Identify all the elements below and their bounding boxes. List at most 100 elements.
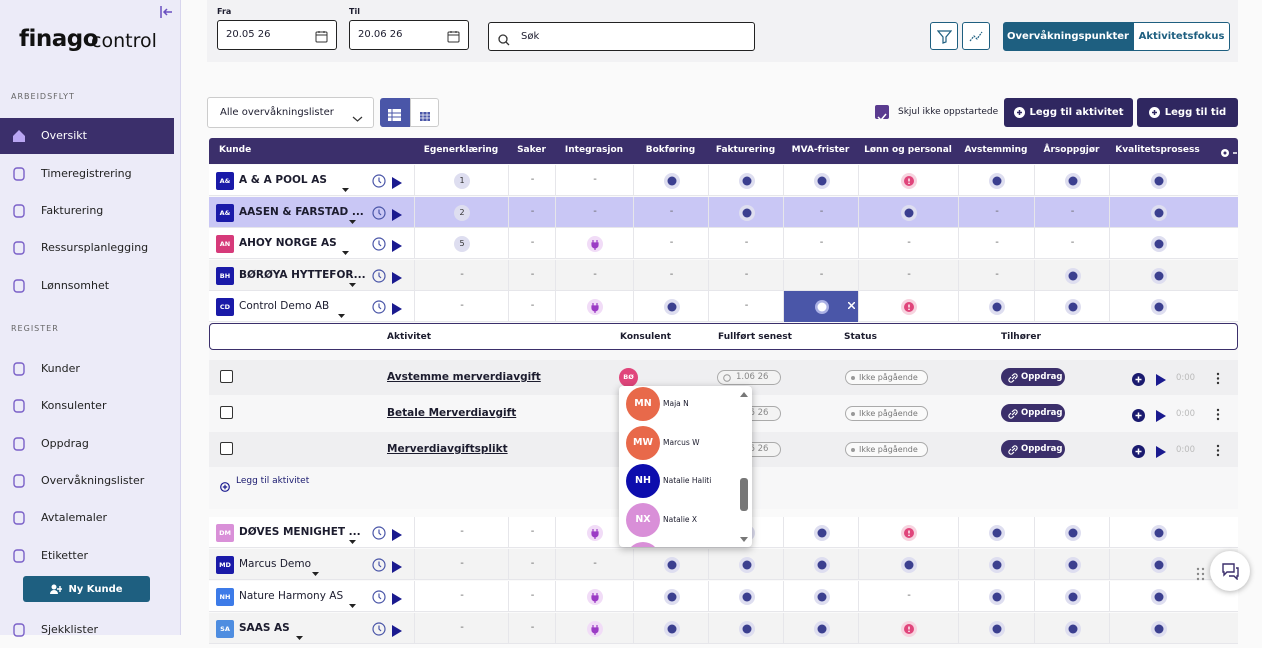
status-cell[interactable] bbox=[1034, 613, 1109, 644]
tab-active[interactable]: Overvåkningspunkter bbox=[1003, 22, 1133, 51]
status-cell[interactable] bbox=[783, 291, 858, 322]
picker-option[interactable]: MW Marcus W bbox=[619, 425, 739, 463]
status-cell[interactable] bbox=[858, 291, 958, 322]
status-cell[interactable] bbox=[783, 165, 858, 196]
time-button[interactable] bbox=[372, 525, 386, 544]
action-button[interactable]: Legg til aktivitet bbox=[1004, 98, 1133, 127]
time-button[interactable] bbox=[372, 205, 386, 224]
play-button[interactable] bbox=[391, 622, 402, 641]
status-cell[interactable] bbox=[1109, 549, 1206, 580]
table-row[interactable]: A& A & A POOL AS 1 - - bbox=[209, 165, 1238, 196]
status-cell[interactable] bbox=[1109, 517, 1206, 548]
date-input[interactable]: 20.05 26 bbox=[217, 20, 337, 50]
play-button[interactable] bbox=[391, 300, 402, 319]
date-input[interactable]: 20.06 26 bbox=[349, 20, 469, 50]
table-row[interactable]: BH BØRØYA HYTTEFOR... - - - - - - - - bbox=[209, 260, 1238, 291]
filter-button[interactable] bbox=[930, 22, 958, 50]
status-cell[interactable] bbox=[858, 197, 958, 228]
list-select[interactable]: Alle overvåkningslister bbox=[207, 97, 374, 128]
status-cell[interactable] bbox=[708, 581, 783, 612]
picker-option[interactable]: MN Maja N bbox=[619, 386, 739, 424]
collapse-button[interactable] bbox=[158, 4, 174, 24]
status-cell[interactable] bbox=[1034, 549, 1109, 580]
status-cell[interactable] bbox=[633, 613, 708, 644]
nav-item[interactable]: Timeregistrering bbox=[0, 156, 174, 192]
dropdown-caret[interactable] bbox=[296, 626, 304, 645]
add-time-button[interactable] bbox=[1132, 443, 1145, 462]
nav-item[interactable]: Ressursplanlegging bbox=[0, 230, 174, 266]
status-cell[interactable] bbox=[1109, 260, 1206, 291]
play-button[interactable] bbox=[1155, 407, 1166, 426]
status-cell[interactable] bbox=[783, 613, 858, 644]
add-time-button[interactable] bbox=[1132, 371, 1145, 390]
status-cell[interactable] bbox=[1034, 165, 1109, 196]
checkbox[interactable] bbox=[875, 105, 889, 122]
play-button[interactable] bbox=[391, 590, 402, 609]
status-cell[interactable] bbox=[858, 613, 958, 644]
play-button[interactable] bbox=[391, 269, 402, 288]
activity-checkbox[interactable] bbox=[220, 406, 233, 419]
belongs-pill[interactable]: Oppdrag bbox=[1001, 404, 1065, 422]
play-button[interactable] bbox=[1155, 443, 1166, 462]
nav-item[interactable]: Sjekklister bbox=[0, 612, 174, 648]
status-cell[interactable] bbox=[555, 228, 633, 259]
play-button[interactable] bbox=[391, 174, 402, 193]
status-cell[interactable] bbox=[633, 581, 708, 612]
status-cell[interactable] bbox=[633, 291, 708, 322]
time-button[interactable] bbox=[372, 173, 386, 192]
view-list-button[interactable] bbox=[380, 98, 410, 127]
chart-button[interactable] bbox=[962, 22, 990, 50]
play-button[interactable] bbox=[391, 558, 402, 577]
table-row[interactable]: SA SAAS AS - - bbox=[209, 613, 1238, 644]
play-button[interactable] bbox=[391, 526, 402, 545]
play-button[interactable] bbox=[1155, 371, 1166, 390]
status-cell[interactable] bbox=[958, 581, 1034, 612]
status-cell[interactable]: - bbox=[633, 197, 708, 228]
consultant-avatar[interactable]: BØ bbox=[619, 368, 638, 387]
status-cell[interactable] bbox=[783, 581, 858, 612]
more-menu[interactable] bbox=[1216, 442, 1220, 461]
dropdown-caret[interactable] bbox=[341, 178, 349, 197]
status-cell[interactable] bbox=[555, 291, 633, 322]
status-cell[interactable] bbox=[708, 197, 783, 228]
status-cell[interactable] bbox=[858, 549, 958, 580]
status-cell[interactable] bbox=[1109, 291, 1206, 322]
view-calendar-button[interactable] bbox=[410, 98, 439, 127]
time-button[interactable] bbox=[372, 236, 386, 255]
status-cell[interactable] bbox=[783, 517, 858, 548]
picker-option[interactable]: NX Natalie X bbox=[619, 502, 739, 540]
nav-item[interactable]: Avtalemaler bbox=[0, 500, 174, 536]
drag-handle[interactable] bbox=[1196, 566, 1206, 585]
activity-checkbox[interactable] bbox=[220, 370, 233, 383]
nav-item[interactable]: Oppdrag bbox=[0, 426, 174, 462]
activity-checkbox[interactable] bbox=[220, 442, 233, 455]
nav-item[interactable]: Kunder bbox=[0, 351, 174, 387]
status-cell[interactable] bbox=[783, 549, 858, 580]
nav-item[interactable]: Fakturering bbox=[0, 193, 174, 229]
belongs-pill[interactable]: Oppdrag bbox=[1001, 368, 1065, 386]
status-cell[interactable] bbox=[1109, 228, 1206, 259]
table-row[interactable]: MD Marcus Demo - - - bbox=[209, 549, 1238, 580]
play-button[interactable] bbox=[391, 237, 402, 256]
play-button[interactable] bbox=[391, 206, 402, 225]
nav-item[interactable]: Oversikt bbox=[0, 118, 174, 154]
dropdown-caret[interactable] bbox=[349, 210, 356, 229]
time-button[interactable] bbox=[372, 299, 386, 318]
status-cell[interactable]: - bbox=[1034, 228, 1109, 259]
status-cell[interactable] bbox=[1109, 197, 1206, 228]
dropdown-caret[interactable] bbox=[349, 273, 356, 292]
chat-button[interactable] bbox=[1210, 551, 1250, 591]
nav-item[interactable]: Lønnsomhet bbox=[0, 268, 174, 304]
close-icon[interactable] bbox=[847, 294, 856, 313]
status-cell[interactable] bbox=[555, 613, 633, 644]
belongs-pill[interactable]: Oppdrag bbox=[1001, 440, 1065, 458]
add-activity-icon[interactable] bbox=[220, 477, 230, 496]
status-cell[interactable] bbox=[633, 165, 708, 196]
action-button[interactable]: Legg til tid bbox=[1137, 98, 1238, 127]
status-cell[interactable] bbox=[958, 165, 1034, 196]
table-row[interactable]: A& AASEN & FARSTAD ... 2 - - - - - - bbox=[209, 197, 1238, 228]
nav-item[interactable]: Overvåkningslister bbox=[0, 463, 174, 499]
status-cell[interactable] bbox=[1034, 260, 1109, 291]
status-cell[interactable] bbox=[858, 517, 958, 548]
more-menu[interactable] bbox=[1216, 370, 1220, 389]
